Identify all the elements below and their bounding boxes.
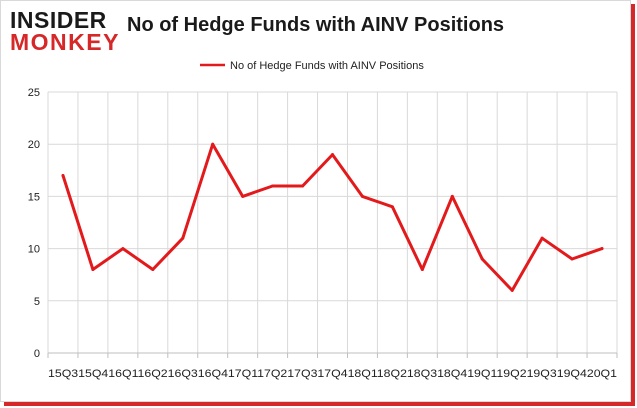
data-point [271, 184, 275, 188]
y-tick-label: 0 [34, 348, 40, 360]
line-chart: 0 5 10 15 20 25 No of Hedge Funds with AINV P… [28, 60, 618, 380]
data-point [390, 205, 394, 209]
legend-label: No of Hedge Funds with AINV Positions [230, 60, 424, 72]
data-point [510, 288, 514, 292]
data-point [211, 142, 215, 146]
gridlines [47, 91, 618, 353]
y-tick-label: 5 [34, 296, 40, 308]
data-point [480, 257, 484, 261]
y-tick-label: 10 [28, 244, 40, 256]
data-point [121, 247, 125, 251]
data-point [241, 194, 245, 198]
data-point [570, 257, 574, 261]
data-point [151, 267, 155, 271]
data-point [331, 153, 334, 157]
data-point [360, 194, 364, 198]
x-axis-tick-labels: 15Q315Q416Q116Q216Q316Q417Q117Q217Q317Q4… [48, 368, 617, 380]
y-tick-label: 15 [28, 191, 40, 203]
logo-text-top: INSIDER [10, 7, 107, 33]
insider-monkey-logo: INSIDER MONKEY [10, 8, 118, 56]
chart-title: No of Hedge Funds with AINV Positions [127, 14, 505, 36]
axes: 0 5 10 15 20 25 [28, 87, 618, 360]
series-line [61, 142, 604, 292]
y-tick-label: 25 [28, 87, 40, 99]
data-point [91, 267, 95, 271]
data-point [301, 184, 305, 188]
data-point [540, 236, 544, 240]
series-layer [61, 142, 604, 292]
data-point [181, 236, 185, 240]
data-point [450, 194, 454, 198]
y-tick-label: 20 [28, 139, 40, 151]
chart-frame: INSIDER MONKEY No of Hedge Funds with AI… [0, 0, 631, 402]
legend: No of Hedge Funds with AINV Positions [200, 60, 424, 72]
data-point [420, 267, 424, 271]
logo-text-bottom: MONKEY [10, 29, 120, 55]
data-point [600, 247, 604, 251]
data-point [61, 174, 65, 178]
